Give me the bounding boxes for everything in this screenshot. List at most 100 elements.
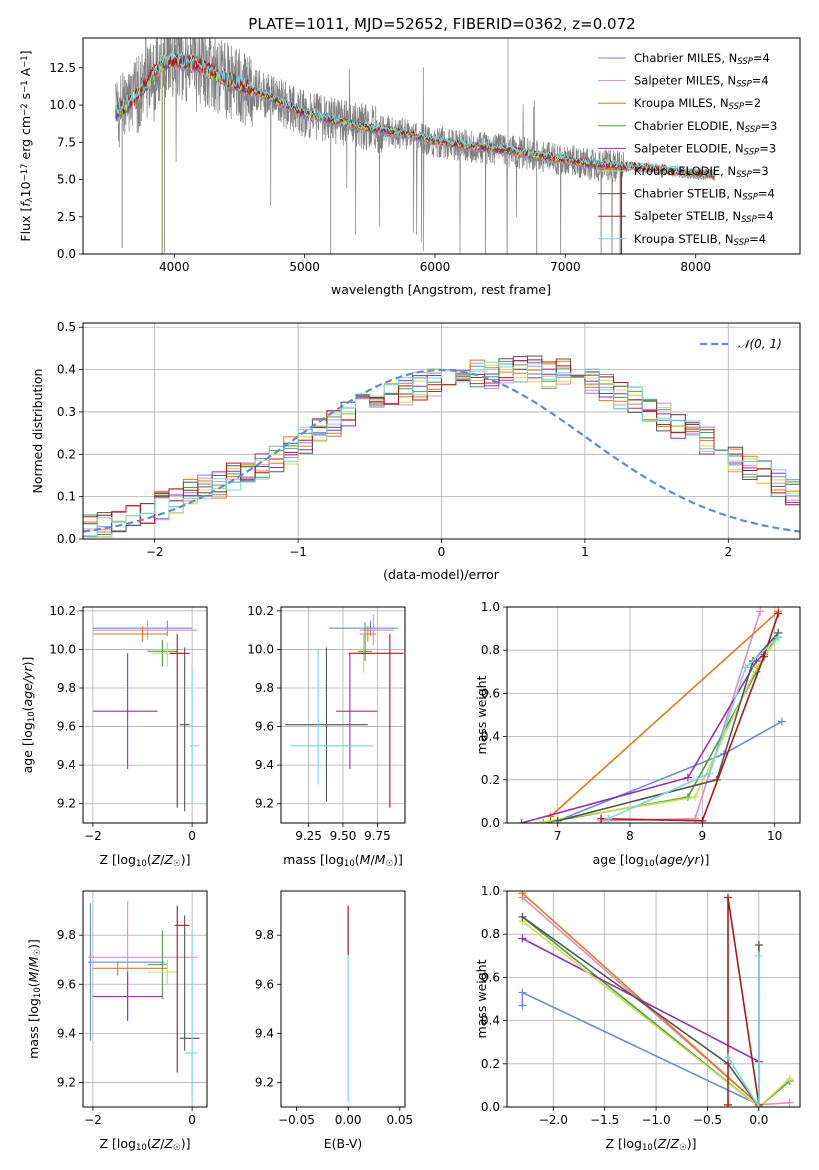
legend-entry-9: Kroupa STELIB, NSSP=4 bbox=[634, 232, 766, 248]
errorbar-7 bbox=[179, 915, 200, 1051]
y-tick-label: 10.0 bbox=[49, 642, 76, 656]
weight-marker bbox=[553, 816, 562, 823]
axes-frame bbox=[280, 890, 406, 1108]
label-part: Salpeter MILES, N bbox=[634, 74, 736, 88]
normal-curve bbox=[83, 368, 800, 533]
weight-marker bbox=[754, 951, 763, 960]
label-part: M bbox=[360, 852, 371, 867]
y-tick-label: 5.0 bbox=[57, 173, 76, 187]
y-axis-label: age [log10(age/yr)] bbox=[20, 657, 37, 774]
weight-marker bbox=[705, 769, 714, 778]
legend-entry-4: Chabrier ELODIE, NSSP=3 bbox=[634, 119, 777, 135]
weight-marker bbox=[756, 607, 765, 616]
errorbar-4 bbox=[358, 622, 372, 661]
x-tick-label: 0.0 bbox=[749, 1113, 768, 1127]
y-tick-label: 10.2 bbox=[247, 604, 274, 618]
x-axis-label: mass [log10(M/M☉)] bbox=[283, 852, 403, 869]
label-part: Kroupa ELODIE, N bbox=[634, 164, 736, 178]
histogram-8 bbox=[83, 359, 800, 524]
y-tick-label: 1.0 bbox=[481, 884, 500, 898]
x-axis-label: wavelength [Angstrom, rest frame] bbox=[331, 282, 551, 297]
residuals-frame: −2 −1 0 1 2 0.0 0.1 0.2 0.3 0.4 0.5 𝒩(0, 1) (data-mo… bbox=[30, 320, 801, 582]
errorbar-1 bbox=[87, 903, 165, 1041]
x-tick-label: 0.05 bbox=[386, 1113, 413, 1127]
y-tick-label: 0.2 bbox=[57, 447, 76, 461]
age-vs-Z-axes: −2 09.29.49.69.810.010.2Z [log10(Z/Z☉)]ag… bbox=[20, 604, 208, 869]
x-tick-label: 0 bbox=[188, 1113, 196, 1127]
residuals-plot-area bbox=[83, 355, 800, 538]
legend-entry-1: Chabrier MILES, NSSP=4 bbox=[634, 51, 770, 67]
errorbar-6 bbox=[147, 959, 178, 985]
x-tick-label: 7000 bbox=[550, 260, 581, 274]
y-tick-label: 7.5 bbox=[57, 135, 76, 149]
label-part: 10 bbox=[136, 859, 147, 869]
label-part: λ bbox=[25, 197, 35, 202]
weight-marker bbox=[759, 652, 768, 661]
axes-frame bbox=[82, 890, 208, 1108]
weight-series-3 bbox=[521, 892, 760, 1106]
label-part: =4 bbox=[752, 74, 769, 88]
weight-marker bbox=[691, 793, 700, 802]
y-tick-label: 9.2 bbox=[57, 1075, 76, 1089]
weight-marker bbox=[604, 814, 613, 823]
label-part: 10 bbox=[33, 987, 43, 998]
axes-frame bbox=[506, 606, 801, 824]
weight-series-1 bbox=[521, 991, 760, 1106]
weight-marker bbox=[698, 816, 707, 823]
y-tick-label: 9.2 bbox=[255, 1075, 274, 1089]
y-axis-label: mass [log10(M/M☉)] bbox=[26, 939, 43, 1059]
errorbar-4 bbox=[147, 930, 168, 999]
label-part: SSP bbox=[734, 238, 750, 248]
y-tick-label: 0.0 bbox=[481, 1100, 500, 1114]
errorbar-5 bbox=[336, 653, 378, 769]
y-tick-label: 0.2 bbox=[481, 1057, 500, 1071]
label-part: )] bbox=[181, 852, 191, 867]
y-tick-label: 0.6 bbox=[481, 686, 500, 700]
y-axis-label: Normed distribution bbox=[30, 369, 45, 494]
weight-series-3 bbox=[549, 610, 779, 818]
label-part: Kroupa MILES, N bbox=[634, 96, 729, 110]
label-part: age/yr bbox=[20, 666, 35, 707]
y-tick-label: 9.4 bbox=[255, 1026, 274, 1040]
label-part: / bbox=[26, 967, 41, 972]
label-part: M bbox=[26, 971, 41, 982]
x-axis-label: Z [log10(Z/Z☉)] bbox=[606, 1136, 697, 1153]
errorbar-9 bbox=[184, 930, 198, 1103]
label-part: SSP bbox=[744, 148, 760, 158]
label-part: age/yr bbox=[660, 852, 701, 867]
label-part: age [log bbox=[20, 722, 35, 773]
y-tick-label: 0.0 bbox=[57, 247, 76, 261]
errorbar-9 bbox=[189, 668, 200, 804]
x-tick-label: −1 bbox=[289, 545, 307, 559]
errorbar-9 bbox=[290, 649, 374, 785]
y-tick-label: 10.0 bbox=[247, 642, 274, 656]
label-part: Z bbox=[164, 1136, 174, 1151]
label-part: Z [log bbox=[100, 1136, 136, 1151]
y-tick-label: 0.5 bbox=[57, 320, 76, 334]
label-part: )] bbox=[26, 939, 41, 949]
label-part: SSP bbox=[745, 125, 761, 135]
x-tick-label: −0.05 bbox=[278, 1113, 315, 1127]
x-tick-label: 9.50 bbox=[330, 829, 357, 843]
errorbar-1 bbox=[329, 620, 399, 636]
y-axis-label: mass weight bbox=[474, 675, 489, 754]
weight-marker bbox=[518, 912, 527, 921]
label-part: −2 bbox=[20, 103, 30, 116]
x-tick-label: 1 bbox=[581, 545, 589, 559]
label-part: SSP bbox=[736, 80, 752, 90]
weight-series-9 bbox=[607, 636, 779, 820]
weight-vs-Z-frame: −2.0 −1.5 −1.0 −0.5 0.0 0.0 0.2 0.4 0.6 0.8 1.0 Z [… bbox=[474, 884, 801, 1153]
label-part: Z bbox=[151, 852, 161, 867]
weight-marker bbox=[539, 819, 548, 823]
y-tick-label: 1.0 bbox=[481, 600, 500, 614]
y-tick-label: 9.2 bbox=[57, 797, 76, 811]
label-part: )] bbox=[181, 1136, 191, 1151]
legend-entry-8: Salpeter STELIB, NSSP=4 bbox=[634, 209, 774, 225]
label-part: =3 bbox=[752, 164, 769, 178]
spectrum-frame: 4000 5000 6000 7000 8000 0.0 2.5 5.0 7.5 10.0 12.5… bbox=[18, 37, 801, 297]
x-tick-label: −1.5 bbox=[590, 1113, 619, 1127]
weight-series-9 bbox=[727, 955, 760, 1107]
label-part: )] bbox=[700, 852, 710, 867]
errorbar-7 bbox=[285, 647, 368, 802]
